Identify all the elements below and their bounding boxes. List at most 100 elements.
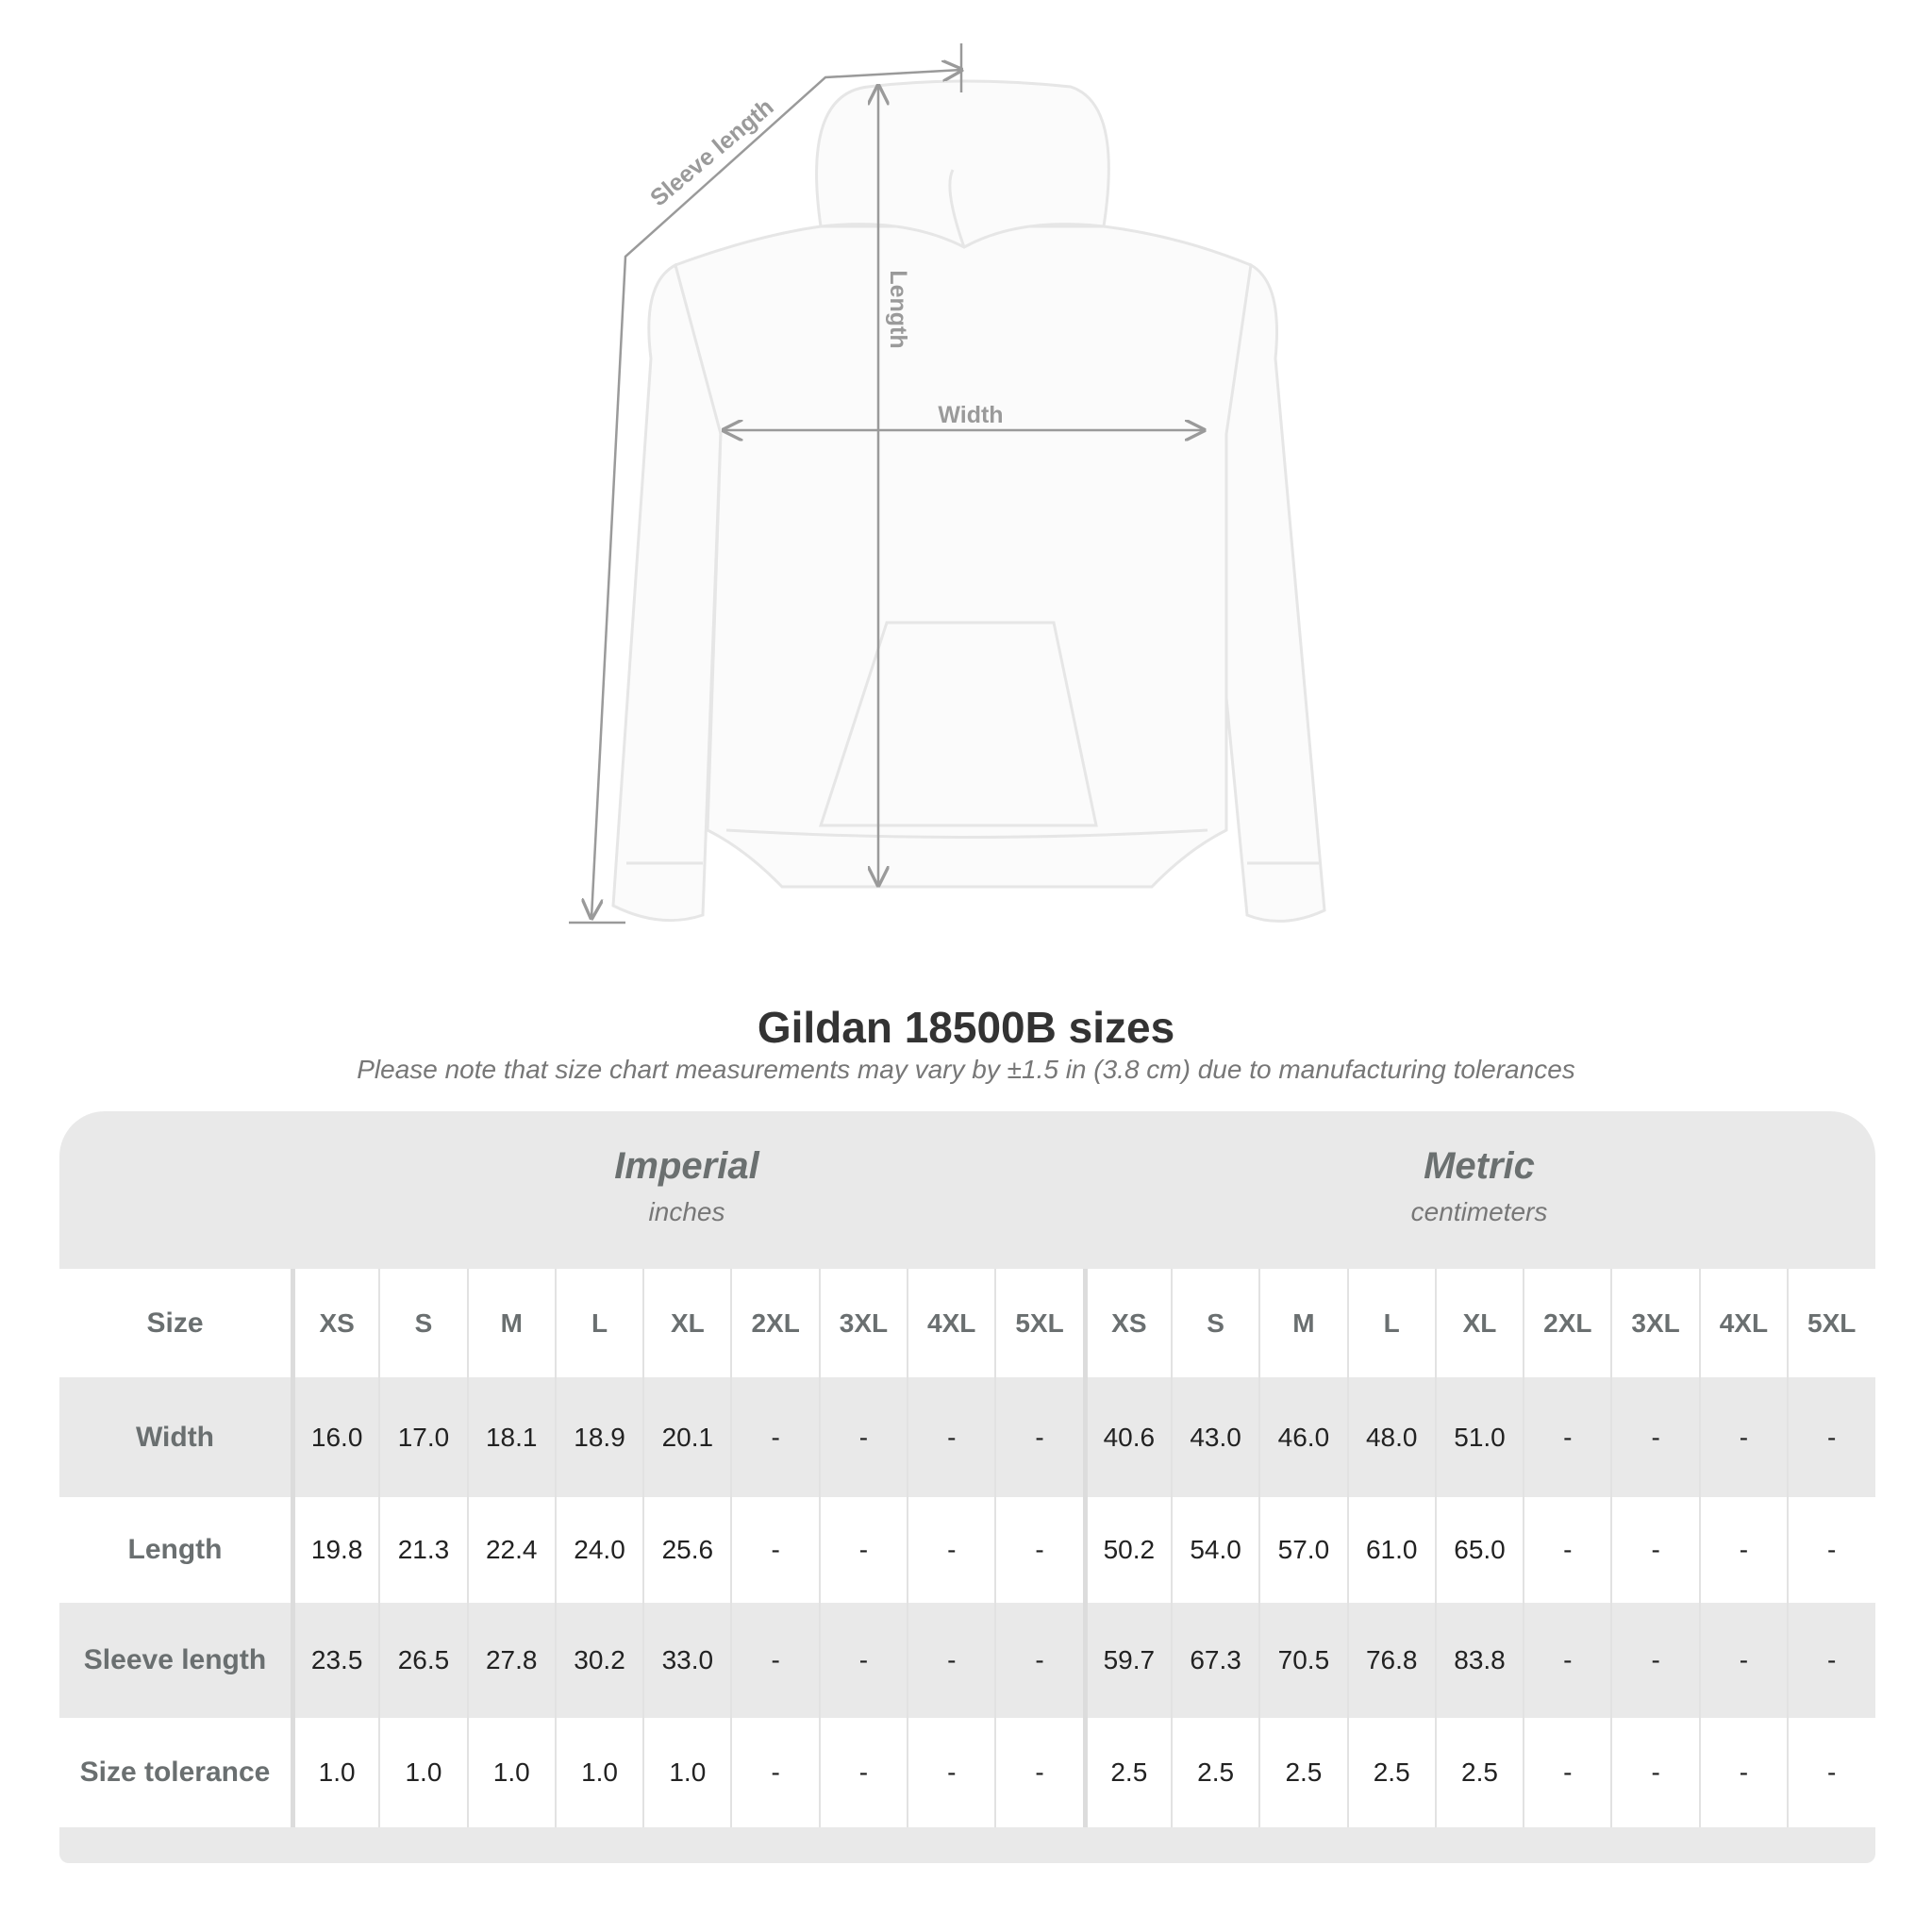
- metric-value-cell: 61.0: [1346, 1497, 1435, 1603]
- imperial-value-cell: -: [994, 1718, 1082, 1827]
- metric-size-5xl: 5XL: [1787, 1269, 1874, 1377]
- metric-value-cell: 2.5: [1434, 1718, 1523, 1827]
- metric-value-cell: -: [1523, 1497, 1610, 1603]
- metric-value-cell: 2.5: [1082, 1718, 1171, 1827]
- metric-value-cell: -: [1610, 1377, 1698, 1497]
- metric-value-cell: 57.0: [1258, 1497, 1346, 1603]
- metric-value-cell: -: [1787, 1497, 1874, 1603]
- imperial-value-cell: 17.0: [378, 1377, 466, 1497]
- table-row: Width 16.0 17.0 18.1 18.9 20.1- - - -40.6 43.0 46.…: [59, 1377, 1875, 1497]
- metric-value-cell: 2.5: [1346, 1718, 1435, 1827]
- imperial-value-cell: 1.0: [642, 1718, 730, 1827]
- imperial-value-cell: -: [818, 1497, 907, 1603]
- metric-value-cell: -: [1787, 1603, 1874, 1718]
- imperial-value-cell: -: [730, 1718, 818, 1827]
- sleeve-length-line: [591, 70, 961, 918]
- metric-title: Metric: [1424, 1145, 1535, 1187]
- imperial-value-cell: 25.6: [642, 1497, 730, 1603]
- imperial-value-cell: 33.0: [642, 1603, 730, 1718]
- metric-value-cell: 76.8: [1346, 1603, 1435, 1718]
- row-label: Size tolerance: [79, 1757, 271, 1788]
- imperial-value-cell: 18.1: [466, 1377, 555, 1497]
- metric-value-cell: 50.2: [1082, 1497, 1171, 1603]
- metric-value-cell: 65.0: [1434, 1497, 1523, 1603]
- imperial-value-cell: 24.0: [554, 1497, 642, 1603]
- imperial-size-xs: XS: [291, 1269, 378, 1377]
- imperial-value-cell: -: [818, 1718, 907, 1827]
- row-label: Length: [127, 1534, 223, 1565]
- imperial-value-cell: 20.1: [642, 1377, 730, 1497]
- imperial-value-cell: -: [907, 1497, 994, 1603]
- imperial-value-cell: -: [818, 1377, 907, 1497]
- imperial-value-cell: -: [730, 1603, 818, 1718]
- size-header-row: Size XS S M L XL 2XL 3XL 4XL 5XL XS S M L XL 2XL 3XL 4XL 5…: [59, 1269, 1875, 1377]
- length-label: Length: [885, 270, 911, 348]
- metric-value-cell: 54.0: [1170, 1497, 1258, 1603]
- metric-size-xl: XL: [1434, 1269, 1523, 1377]
- imperial-title: Imperial: [614, 1145, 759, 1187]
- table-row: Length 19.8 21.3 22.4 24.0 25.6- - - -50.2 54.0 57…: [59, 1497, 1875, 1603]
- imperial-value-cell: 19.8: [291, 1497, 378, 1603]
- right-sleeve: [1199, 262, 1326, 923]
- imperial-value-cell: 30.2: [554, 1603, 642, 1718]
- metric-size-l: L: [1346, 1269, 1435, 1377]
- metric-size-3xl: 3XL: [1610, 1269, 1698, 1377]
- metric-value-cell: -: [1610, 1603, 1698, 1718]
- imperial-value-cell: 16.0: [291, 1377, 378, 1497]
- metric-size-xs: XS: [1082, 1269, 1171, 1377]
- imperial-value-cell: -: [730, 1377, 818, 1497]
- imperial-value-cell: 1.0: [466, 1718, 555, 1827]
- metric-value-cell: 83.8: [1434, 1603, 1523, 1718]
- imperial-value-cell: 21.3: [378, 1497, 466, 1603]
- metric-size-4xl: 4XL: [1698, 1269, 1787, 1377]
- metric-value-cell: 2.5: [1258, 1718, 1346, 1827]
- hoodie-illustration: [611, 79, 1326, 923]
- metric-value-cell: 40.6: [1082, 1377, 1171, 1497]
- metric-unit: centimeters: [1410, 1197, 1548, 1226]
- imperial-value-cell: -: [907, 1377, 994, 1497]
- imperial-size-xl: XL: [642, 1269, 730, 1377]
- imperial-value-cell: 26.5: [378, 1603, 466, 1718]
- metric-value-cell: 2.5: [1170, 1718, 1258, 1827]
- imperial-value-cell: -: [907, 1603, 994, 1718]
- imperial-value-cell: -: [730, 1497, 818, 1603]
- imperial-value-cell: -: [907, 1718, 994, 1827]
- metric-value-cell: -: [1698, 1497, 1787, 1603]
- metric-value-cell: -: [1610, 1497, 1698, 1603]
- imperial-size-s: S: [378, 1269, 466, 1377]
- row-label: Sleeve length: [83, 1644, 267, 1675]
- metric-value-cell: -: [1610, 1718, 1698, 1827]
- imperial-unit: inches: [648, 1197, 725, 1226]
- metric-value-cell: 67.3: [1170, 1603, 1258, 1718]
- imperial-value-cell: 1.0: [291, 1718, 378, 1827]
- imperial-value-cell: 27.8: [466, 1603, 555, 1718]
- imperial-value-cell: -: [994, 1497, 1082, 1603]
- metric-value-cell: -: [1698, 1718, 1787, 1827]
- metric-value-cell: 51.0: [1434, 1377, 1523, 1497]
- hoodie-hood: [815, 79, 1110, 249]
- imperial-size-m: M: [466, 1269, 555, 1377]
- imperial-size-2xl: 2XL: [730, 1269, 818, 1377]
- metric-value-cell: 48.0: [1346, 1377, 1435, 1497]
- metric-size-2xl: 2XL: [1523, 1269, 1610, 1377]
- imperial-value-cell: -: [818, 1603, 907, 1718]
- metric-size-m: M: [1258, 1269, 1346, 1377]
- imperial-size-5xl: 5XL: [994, 1269, 1082, 1377]
- imperial-value-cell: 18.9: [554, 1377, 642, 1497]
- page-title: Gildan 18500B sizes: [757, 1003, 1175, 1052]
- metric-value-cell: 59.7: [1082, 1603, 1171, 1718]
- metric-value-cell: -: [1523, 1377, 1610, 1497]
- metric-value-cell: -: [1787, 1377, 1874, 1497]
- measurement-lines: [569, 43, 1204, 924]
- metric-value-cell: -: [1523, 1718, 1610, 1827]
- hoodie-body: [674, 225, 1253, 889]
- table-row: Sleeve length 23.5 26.5 27.8 30.2 33.0- - - -59.…: [59, 1603, 1875, 1718]
- width-label: Width: [938, 402, 1003, 428]
- metric-value-cell: 46.0: [1258, 1377, 1346, 1497]
- imperial-value-cell: -: [994, 1377, 1082, 1497]
- metric-value-cell: -: [1698, 1377, 1787, 1497]
- table-row: Size tolerance 1.0 1.0 1.0 1.0 1.0- - - -2.5 2.5 2…: [59, 1718, 1875, 1827]
- metric-value-cell: -: [1787, 1718, 1874, 1827]
- size-chart-table: Imperial inches Metric centimeters Size X…: [59, 1111, 1875, 1863]
- imperial-value-cell: 23.5: [291, 1603, 378, 1718]
